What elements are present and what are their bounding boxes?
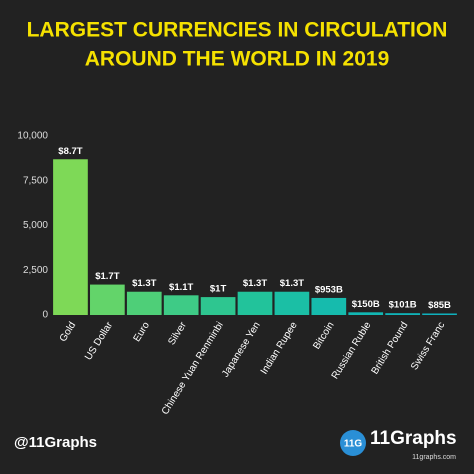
bar: [200, 297, 236, 315]
bar: [311, 297, 347, 315]
logo-text: 11G: [344, 439, 363, 450]
value-label: $101B: [389, 300, 417, 311]
value-label: $1T: [210, 284, 227, 295]
value-label: $85B: [428, 300, 451, 311]
bar: [348, 312, 384, 315]
chart-title: LARGEST CURRENCIES IN CIRCULATION: [27, 19, 448, 42]
y-tick-label: 0: [42, 310, 48, 321]
value-label: $150B: [352, 299, 380, 310]
value-label: $1.3T: [280, 278, 304, 289]
value-label: $1.3T: [132, 278, 156, 289]
bar: [422, 313, 457, 315]
footer-handle: @11Graphs: [14, 434, 97, 451]
logo-badge: [340, 430, 366, 456]
bar: [385, 313, 420, 315]
bar: [274, 291, 310, 315]
value-label: $1.7T: [95, 271, 119, 282]
bar: [126, 291, 162, 315]
bar: [90, 284, 125, 315]
footer-url: 11graphs.com: [412, 454, 456, 461]
value-label: $1.3T: [243, 278, 267, 289]
y-tick-label: 5,000: [23, 220, 48, 231]
footer-brand: 11Graphs: [370, 428, 457, 449]
chart-title: AROUND THE WORLD IN 2019: [85, 48, 390, 71]
value-label: $1.1T: [169, 282, 193, 293]
bar: [53, 159, 88, 315]
value-label: $8.7T: [58, 146, 82, 157]
bar: [163, 295, 199, 315]
bar: [237, 291, 273, 315]
y-tick-label: 7,500: [23, 175, 48, 186]
y-tick-label: 2,500: [23, 265, 48, 276]
value-label: $953B: [315, 284, 343, 295]
y-tick-label: 10,000: [17, 131, 48, 142]
